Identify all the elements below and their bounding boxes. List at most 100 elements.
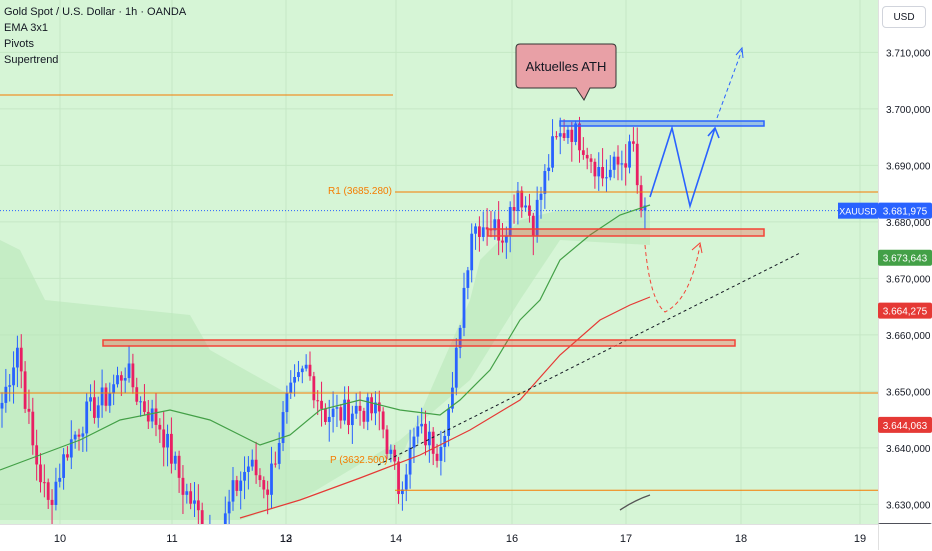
candle-up [404,474,408,490]
candle-down [562,133,566,138]
candle-down [616,156,620,165]
candle-down [316,400,320,402]
candle-up [466,270,470,288]
candle-up [270,463,273,495]
candle-up [0,402,4,409]
candle-up [412,436,416,448]
price-tick-label: 3.670,000 [886,274,931,285]
candle-up [620,163,624,165]
candle-down [635,143,639,186]
candle-up [89,397,92,402]
currency-button[interactable]: USD [882,6,926,28]
candle-up [447,408,450,436]
candle-up [516,190,520,211]
candle-down [531,215,535,236]
candle-down [632,141,635,144]
candle-down [119,375,123,381]
candle-down [339,407,343,421]
candle-up [427,431,431,446]
candle-down [377,402,381,412]
candle-down [158,424,162,430]
ath-zone [559,120,765,127]
indicator-supertrend[interactable]: Supertrend [4,54,59,66]
price-badge: 3.664,275 [878,302,932,319]
candle-up [608,169,612,178]
candle-down [324,408,327,422]
candle-down [196,500,200,511]
candle-down [497,219,501,241]
price-badge: 3.625,246 [878,523,932,524]
candle-up [558,133,562,137]
candle-down [35,445,39,465]
candle-up [277,443,281,464]
candle-down [77,434,81,437]
price-chart[interactable]: Aktuelles ATH R1 (3685.280) P (3632.500) X… [0,0,878,524]
candle-down [578,123,581,151]
candle-up [150,408,154,422]
candle-up [574,123,578,142]
candle-up [96,405,100,418]
candle-down [262,480,266,490]
candle-up [243,471,246,481]
candle-down [23,371,27,409]
candle-up [547,167,551,172]
candle-up [193,500,196,504]
candle-up [597,167,601,177]
drawing-mark [619,494,651,511]
candle-up [100,387,104,406]
candle-up [416,426,420,437]
candle-down [639,185,643,211]
candle-up [8,385,12,387]
candle-up [331,408,335,417]
candle-down [501,240,504,243]
price-badge: 3.681,975 [878,202,932,219]
candle-up [227,501,231,514]
candle-up [493,219,497,231]
price-axis[interactable] [878,0,932,550]
price-badge: 3.673,643 [878,249,932,266]
candle-up [366,397,370,422]
indicator-pivots[interactable]: Pivots [4,38,34,50]
price-badge-text: 3.644,063 [883,421,928,432]
candle-down [624,163,628,168]
trend-line [377,252,801,466]
candle-up [62,454,65,478]
candle-down [254,459,258,476]
candle-up [389,449,393,454]
candle-down [162,429,166,448]
candle-down [555,136,558,138]
candle-up [223,513,227,524]
candle-down [489,229,493,231]
price-tick-label: 3.630,000 [886,500,931,511]
symbol-title: Gold Spot / U.S. Dollar · 1h · OANDA [4,6,187,18]
candle-down [570,129,574,142]
candle-up [58,477,62,482]
price-tick-label: 3.690,000 [886,161,931,172]
candle-up [508,207,512,236]
symbol-badge-text: XAUUSD [839,207,877,217]
supertrend-zones [0,210,650,520]
candle-down [435,453,439,461]
candle-down [589,158,593,162]
candle-down [362,410,366,422]
candle-up [458,327,462,348]
time-tick-label: 11 [166,533,177,545]
candle-up [401,489,404,495]
candle-up [166,433,169,448]
candle-up [354,405,358,414]
candle-up [439,446,443,461]
candle-down [581,150,585,155]
candle-up [551,136,554,168]
candle-down [385,429,389,454]
indicator-ema[interactable]: EMA 3x1 [4,22,49,34]
projection-path [649,124,716,210]
ath-callout[interactable]: Aktuelles ATH [515,43,617,101]
price-axis-labels: 3.710,000 3.700,000 3.690,000 3.680,000 3.67… [878,48,932,524]
price-badge-bg [878,202,932,219]
candle-up [462,287,466,328]
candle-up [4,386,8,403]
pullback-arrow [691,242,703,254]
time-tick-label: 14 [390,533,402,545]
candle-up [16,347,19,368]
